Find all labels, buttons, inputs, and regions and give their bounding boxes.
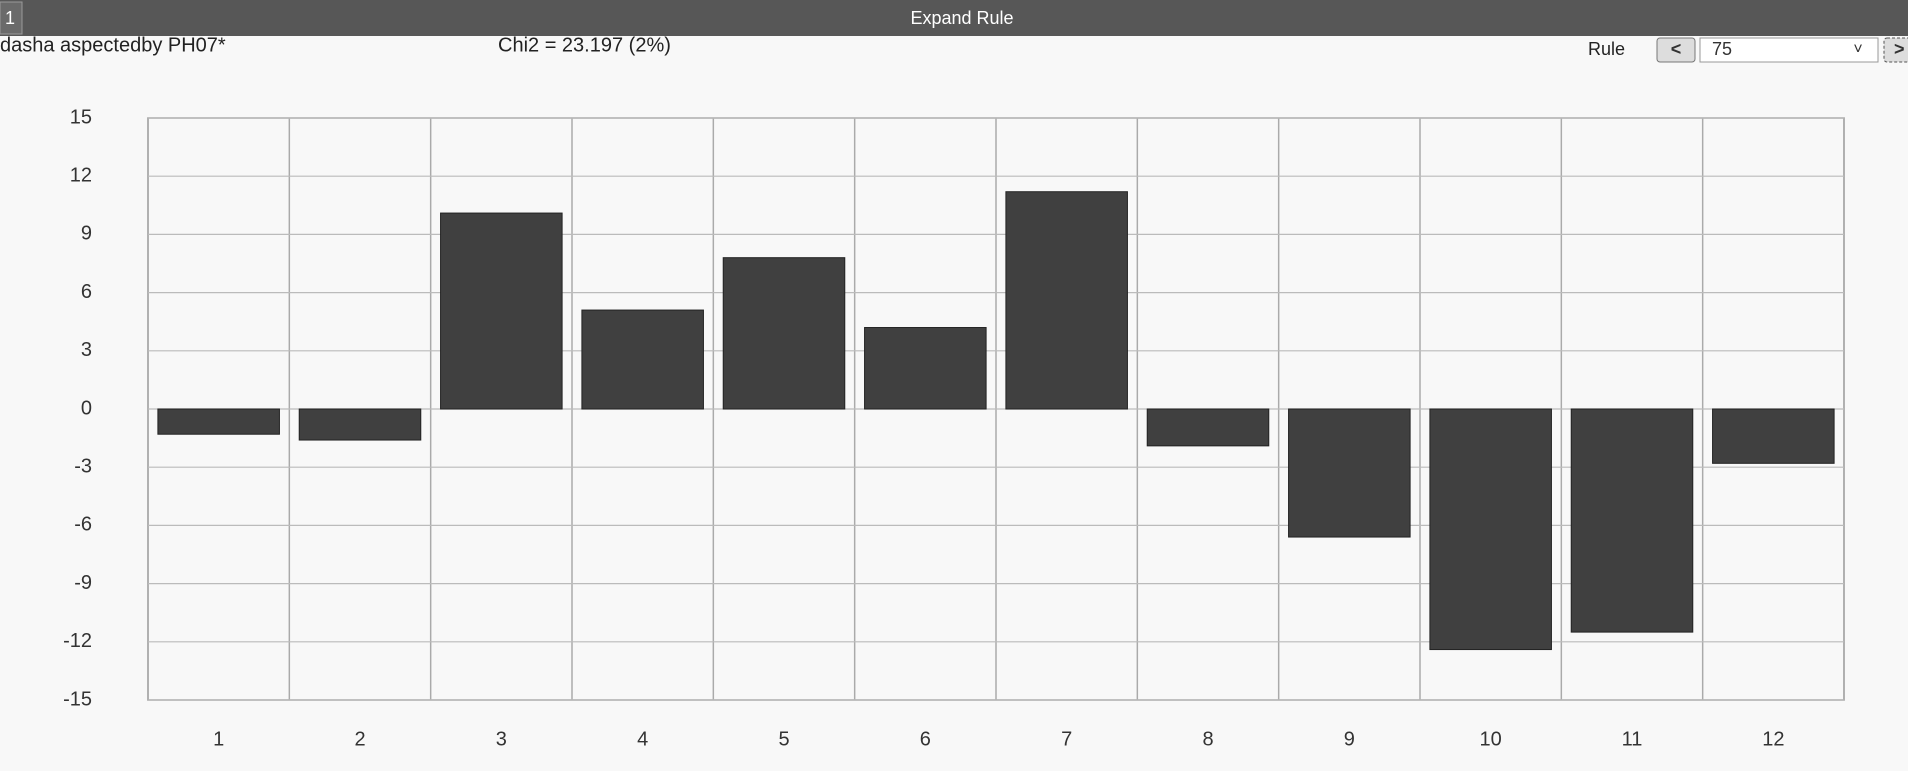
- x-tick-label: 6: [920, 728, 931, 750]
- bar: [1146, 408, 1270, 447]
- bar: [722, 257, 846, 410]
- bar: [1570, 408, 1694, 633]
- y-tick-label: -3: [74, 455, 92, 477]
- x-tick-label: 7: [1061, 728, 1072, 750]
- x-tick-label: 4: [637, 728, 648, 750]
- rule-select-arrow[interactable]: ˅: [1853, 41, 1862, 58]
- bar: [1005, 191, 1128, 410]
- x-tick-label: 1: [213, 728, 224, 750]
- window-number: 1: [5, 8, 15, 28]
- x-tick-label: 8: [1202, 728, 1213, 750]
- rule-select[interactable]: [1699, 37, 1879, 63]
- rule-label: Rule: [1588, 39, 1625, 59]
- rule-text: dasha aspectedby PH07*: [0, 34, 226, 56]
- y-tick-label: 6: [81, 281, 92, 303]
- x-tick-label: 2: [354, 728, 365, 750]
- bar: [864, 327, 987, 410]
- bar: [1288, 408, 1411, 538]
- bar: [440, 212, 563, 410]
- chi2-text: Chi2 = 23.197 (2%): [498, 34, 671, 56]
- bar: [298, 408, 422, 441]
- y-tick-label: 15: [70, 106, 92, 128]
- window-title: Expand Rule: [910, 8, 1013, 28]
- bar: [581, 309, 704, 410]
- y-tick-label: -15: [63, 688, 92, 710]
- x-tick-label: 12: [1762, 728, 1784, 750]
- window-number-box: [0, 1, 23, 35]
- next-button[interactable]: [1883, 37, 1908, 63]
- y-tick-label: -9: [74, 572, 92, 594]
- bar: [1429, 408, 1552, 651]
- prev-button[interactable]: [1656, 37, 1696, 63]
- x-tick-label: 5: [778, 728, 789, 750]
- rule-select-value[interactable]: 75: [1712, 39, 1732, 59]
- y-tick-label: -6: [74, 514, 92, 536]
- y-tick-label: 3: [81, 339, 92, 361]
- next-button-label[interactable]: >: [1894, 39, 1905, 59]
- prev-button-label[interactable]: <: [1671, 39, 1682, 59]
- x-tick-label: 10: [1480, 728, 1502, 750]
- bar: [157, 408, 280, 435]
- bar: [1712, 408, 1835, 464]
- y-tick-label: 12: [70, 164, 92, 186]
- y-tick-label: 0: [81, 397, 92, 419]
- y-tick-label: 9: [81, 223, 92, 245]
- x-tick-label: 11: [1622, 728, 1643, 750]
- x-tick-label: 9: [1344, 728, 1355, 750]
- y-tick-label: -12: [63, 630, 92, 652]
- title-bar: [0, 0, 1908, 36]
- x-tick-label: 3: [496, 728, 507, 750]
